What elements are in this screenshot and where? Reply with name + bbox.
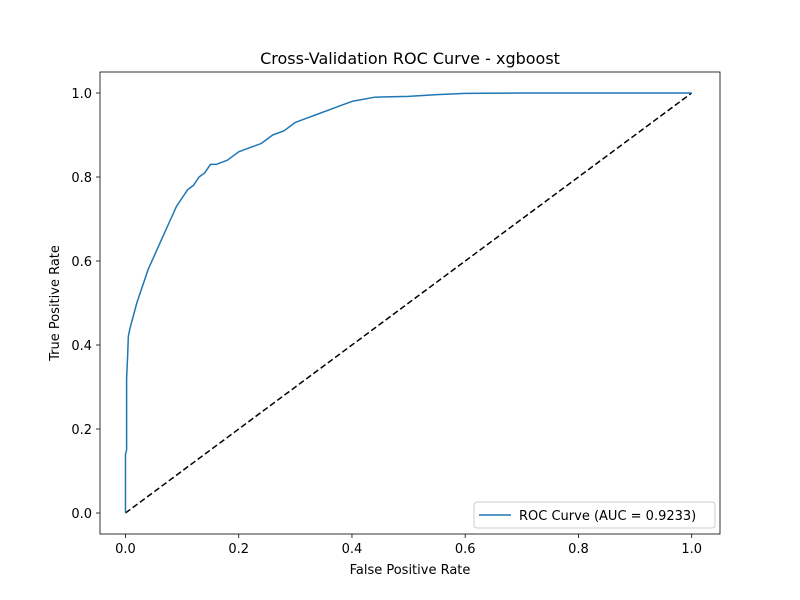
chance-diagonal-line (125, 92, 693, 514)
x-tick-label: 0.0 (115, 542, 136, 557)
y-tick-label: 0.2 (71, 423, 92, 438)
roc-curve-line (124, 92, 692, 513)
chart-title: Cross-Validation ROC Curve - xgboost (260, 49, 560, 68)
x-tick-label: 0.8 (568, 542, 589, 557)
x-tick-label: 0.2 (228, 542, 249, 557)
y-tick-label: 0.4 (71, 339, 92, 354)
y-tick-label: 0.6 (71, 255, 92, 270)
axes: 0.0 0.2 0.4 0.6 0.8 1.0 0.0 0.2 0.4 0.6 0.8 1.0 (71, 71, 721, 557)
y-axis-label: True Positive Rate (48, 245, 63, 362)
y-tick-label: 0.0 (71, 507, 92, 522)
x-tick-label: 0.6 (455, 542, 476, 557)
plot-area (124, 92, 693, 514)
x-tick-label: 0.4 (342, 542, 363, 557)
y-tick-label: 0.8 (71, 171, 92, 186)
x-tick-label: 1.0 (681, 542, 702, 557)
y-tick-label: 1.0 (71, 87, 92, 102)
legend-box (473, 501, 716, 529)
x-axis-label: False Positive Rate (350, 563, 471, 578)
legend-entry-label: ROC Curve (AUC = 0.9233) (519, 509, 696, 524)
legend: ROC Curve (AUC = 0.9233) (473, 501, 716, 529)
axes-frame (99, 71, 721, 535)
